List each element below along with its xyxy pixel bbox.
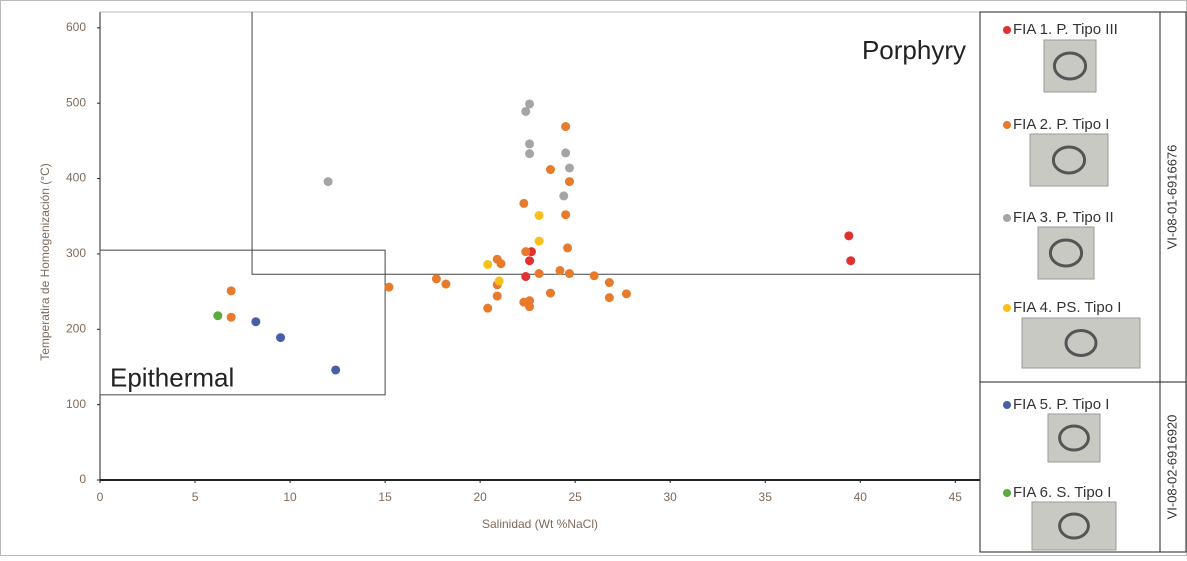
legend-marker <box>1003 304 1011 312</box>
x-tick-label: 5 <box>192 490 199 504</box>
x-tick-label: 15 <box>378 490 392 504</box>
point <box>589 271 599 281</box>
legend-label: FIA 1. P. Tipo III <box>1013 21 1118 38</box>
point <box>564 269 574 279</box>
sample-label: VI-08-02-6916920 <box>1164 415 1179 520</box>
point <box>545 165 555 175</box>
point <box>483 259 493 269</box>
point <box>276 333 286 343</box>
point <box>844 231 854 241</box>
epithermal-box <box>99 249 386 396</box>
legend-label: FIA 6. S. Tipo I <box>1013 484 1111 501</box>
x-tick-label: 20 <box>473 490 487 504</box>
point <box>521 247 531 257</box>
point <box>492 291 502 301</box>
legend-marker <box>1003 121 1011 129</box>
point <box>441 279 451 289</box>
point <box>846 256 856 266</box>
x-tick-label: 35 <box>759 490 773 504</box>
point <box>621 289 631 299</box>
point <box>545 288 555 298</box>
inclusion-photo <box>1029 133 1109 187</box>
point <box>431 274 441 284</box>
legend-marker <box>1003 489 1011 497</box>
region-label: Epithermal <box>110 363 234 393</box>
point <box>384 282 394 292</box>
point <box>525 149 535 159</box>
inclusion-shape <box>1048 238 1084 268</box>
point <box>534 210 544 220</box>
region-label: Porphyry <box>862 35 966 65</box>
point <box>226 312 236 322</box>
y-tick-label: 400 <box>66 171 86 185</box>
x-tick-label: 30 <box>664 490 678 504</box>
x-tick-label: 40 <box>854 490 868 504</box>
point <box>604 278 614 288</box>
point <box>525 302 535 312</box>
y-axis-title: Temperatira de Homogenización (°C) <box>38 163 52 361</box>
legend-marker <box>1003 214 1011 222</box>
x-tick-label: 0 <box>97 490 104 504</box>
point <box>563 243 573 253</box>
inclusion-photo <box>1047 413 1101 463</box>
x-tick-label: 25 <box>568 490 582 504</box>
legend-label: FIA 5. P. Tipo I <box>1013 396 1109 413</box>
x-tick-label: 45 <box>949 490 963 504</box>
point <box>496 259 506 269</box>
y-tick-label: 0 <box>79 472 86 486</box>
point <box>564 177 574 187</box>
inclusion-photo <box>1031 501 1117 551</box>
point <box>525 256 535 266</box>
legend-label: FIA 2. P. Tipo I <box>1013 116 1109 133</box>
point <box>323 177 333 187</box>
sample-label: VI-08-01-6916676 <box>1164 145 1179 250</box>
point <box>561 148 571 158</box>
inclusion-photo <box>1037 226 1095 280</box>
point <box>251 317 261 327</box>
inclusion-shape <box>1058 424 1090 452</box>
point <box>525 99 535 109</box>
porphyry-boundary <box>251 12 980 275</box>
y-tick-label: 600 <box>66 20 86 34</box>
point <box>525 139 535 149</box>
inclusion-shape <box>1064 329 1098 357</box>
x-axis-title: Salinidad (Wt %NaCl) <box>482 517 598 531</box>
point <box>213 311 223 321</box>
point <box>561 122 571 132</box>
y-tick-label: 100 <box>66 397 86 411</box>
legend-marker <box>1003 26 1011 34</box>
point <box>534 236 544 246</box>
point <box>604 293 614 303</box>
x-tick-label: 10 <box>283 490 297 504</box>
y-tick-label: 200 <box>66 321 86 335</box>
inclusion-photo <box>1043 39 1097 93</box>
point <box>519 198 529 208</box>
inclusion-shape <box>1051 145 1087 175</box>
point <box>555 265 565 275</box>
point <box>559 191 569 201</box>
inclusion-shape <box>1058 512 1090 540</box>
legend-label: FIA 4. PS. Tipo I <box>1013 299 1121 316</box>
point <box>534 269 544 279</box>
legend-marker <box>1003 401 1011 409</box>
point <box>521 272 531 282</box>
point <box>331 365 341 375</box>
legend-panel <box>979 11 1187 553</box>
inclusion-photo <box>1021 317 1141 369</box>
y-tick-label: 500 <box>66 95 86 109</box>
inclusion-shape <box>1052 51 1088 81</box>
point <box>483 303 493 313</box>
point <box>561 210 571 220</box>
legend-label: FIA 3. P. Tipo II <box>1013 209 1114 226</box>
point <box>564 163 574 173</box>
point <box>226 286 236 296</box>
point <box>521 106 531 116</box>
y-tick-label: 300 <box>66 246 86 260</box>
point <box>494 276 504 286</box>
